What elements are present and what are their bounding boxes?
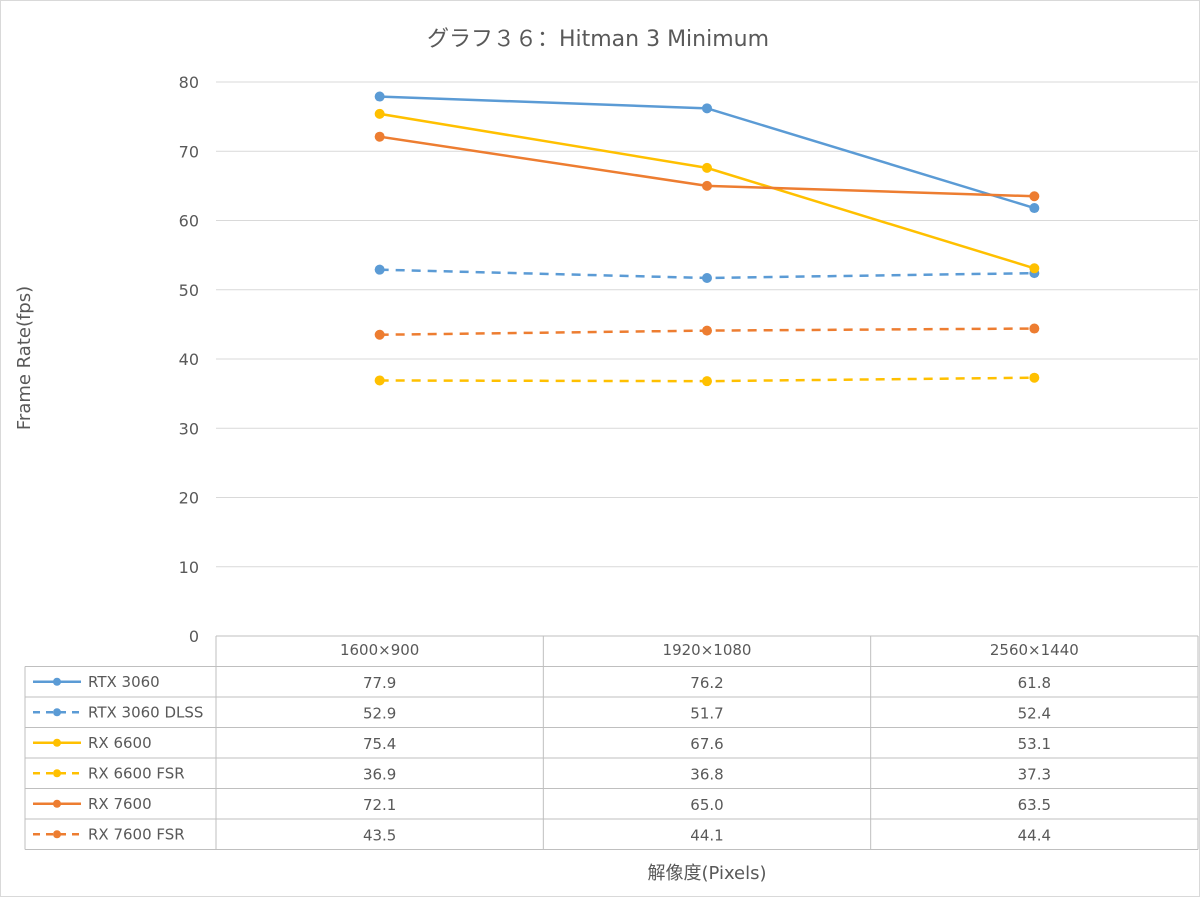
data-point (374, 264, 385, 275)
plot-area (374, 91, 1040, 387)
table-value-cell: 52.9 (363, 704, 396, 722)
data-point (374, 375, 385, 386)
legend-series-name: RTX 3060 DLSS (88, 703, 203, 721)
table-value-cell: 37.3 (1018, 765, 1051, 783)
table-value-cell: 76.2 (690, 674, 723, 692)
y-axis-label: Frame Rate(fps) (14, 286, 35, 430)
legend-series-name: RX 7600 FSR (88, 825, 185, 843)
legend-key-marker (53, 769, 61, 778)
table-value-cell: 51.7 (690, 704, 723, 722)
table-value-cell: 63.5 (1018, 796, 1051, 814)
data-point (1029, 323, 1040, 334)
data-point (1029, 263, 1040, 274)
data-point (702, 272, 712, 283)
table-value-cell: 44.1 (690, 826, 723, 844)
table-value-cell: 72.1 (363, 796, 396, 814)
gridlines (216, 81, 1198, 637)
y-tick-label: 30 (179, 419, 199, 438)
data-point (1029, 191, 1040, 202)
data-point (702, 376, 712, 387)
y-tick-label: 60 (179, 212, 199, 231)
data-point (374, 108, 385, 119)
data-point (702, 162, 712, 173)
legend-key-marker (53, 677, 61, 686)
y-tick-label: 50 (179, 281, 199, 300)
table-value-cell: 77.9 (363, 674, 396, 692)
y-tick-label: 70 (179, 142, 199, 161)
legend-key-marker (53, 799, 61, 808)
table-value-cell: 65.0 (690, 796, 723, 814)
legend-series-name: RX 6600 (88, 734, 152, 752)
data-point (374, 91, 385, 102)
table-value-cell: 36.8 (690, 765, 723, 783)
x-category-label: 2560×1440 (990, 641, 1079, 659)
table-value-cell: 44.4 (1018, 826, 1051, 844)
chart-title: グラフ３６：Hitman 3 Minimum (427, 27, 769, 52)
y-axis-ticks: 0 10 20 30 40 50 60 70 80 (179, 73, 199, 646)
y-tick-label: 10 (179, 558, 199, 577)
table-value-cell: 53.1 (1018, 735, 1051, 753)
data-point (374, 329, 385, 340)
legend-series-name: RX 6600 FSR (88, 764, 185, 782)
legend-key-marker (53, 708, 61, 717)
legend-key-marker (53, 738, 61, 747)
y-tick-label: 20 (179, 489, 199, 508)
y-tick-label: 80 (179, 73, 199, 92)
x-axis-label: 解像度(Pixels) (647, 863, 766, 884)
data-point (702, 103, 712, 114)
table-value-cell: 36.9 (363, 765, 396, 783)
data-point (1029, 203, 1040, 214)
table-value-cell: 61.8 (1018, 674, 1051, 692)
data-point (702, 180, 712, 191)
y-tick-label: 0 (189, 627, 199, 646)
data-point (702, 325, 712, 336)
y-tick-label: 40 (179, 350, 199, 369)
x-category-label: 1920×1080 (663, 641, 752, 659)
table-value-cell: 52.4 (1018, 704, 1051, 722)
table-value-cell: 75.4 (363, 735, 396, 753)
table-value-cell: 43.5 (363, 826, 396, 844)
legend-series-name: RX 7600 (88, 795, 152, 813)
table-value-cell: 67.6 (690, 735, 723, 753)
x-category-label: 1600×900 (340, 641, 419, 659)
data-table: 1600×900 1920×1080 2560×1440 RTX 3060 77.9 76… (24, 635, 1199, 850)
data-point (1029, 372, 1040, 383)
data-point (374, 131, 385, 142)
legend-key-marker (53, 830, 61, 839)
legend-series-name: RTX 3060 (88, 673, 160, 691)
